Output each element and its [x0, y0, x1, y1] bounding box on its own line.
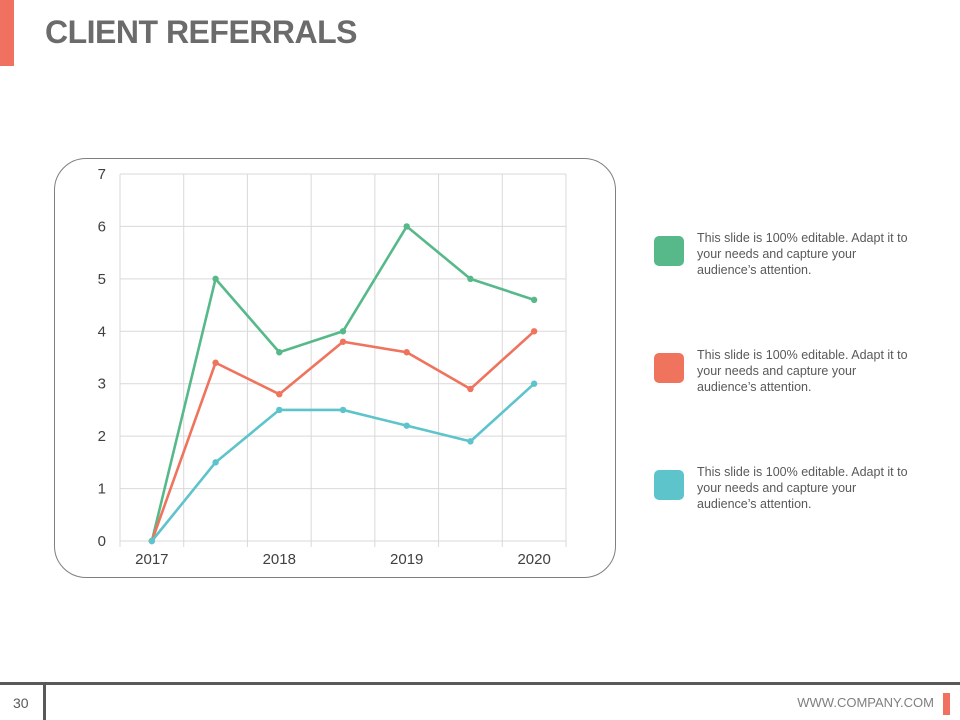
legend-text-1: This slide is 100% editable. Adapt it to… — [697, 231, 908, 277]
legend-swatch-1 — [654, 236, 684, 266]
footer-accent-bar — [943, 693, 950, 715]
footer-divider — [43, 685, 46, 720]
legend-text-3: This slide is 100% editable. Adapt it to… — [697, 465, 908, 511]
legend-text-2: This slide is 100% editable. Adapt it to… — [697, 348, 908, 394]
slide-title: CLIENT REFERRALS — [45, 14, 358, 50]
page-number: 30 — [13, 695, 29, 711]
legend-swatch-2 — [654, 353, 684, 383]
footer-line — [0, 682, 960, 685]
legend-swatch-3 — [654, 470, 684, 500]
chart-frame — [54, 158, 616, 578]
footer-url: WWW.COMPANY.COM — [797, 695, 934, 710]
title-accent-bar — [0, 0, 14, 66]
